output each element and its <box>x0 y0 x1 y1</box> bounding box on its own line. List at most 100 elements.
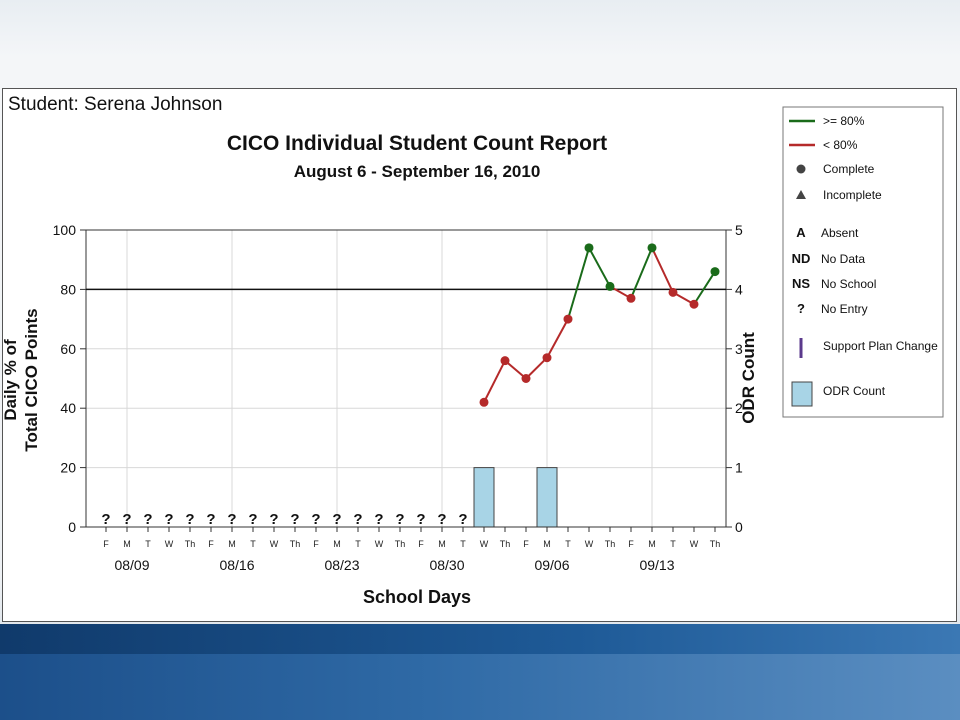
legend-label: No Entry <box>821 302 868 316</box>
legend-label: Absent <box>821 226 859 240</box>
week-label: 09/06 <box>534 557 569 573</box>
series-segment <box>504 359 527 380</box>
legend-code: ? <box>797 301 805 316</box>
odr-bar <box>473 467 495 528</box>
series-lines <box>483 247 716 403</box>
x-tick-label: F <box>313 539 319 549</box>
no-entry-marker: ? <box>437 511 446 528</box>
no-entry-marker: ? <box>332 511 341 528</box>
y2-tick-label: 1 <box>735 460 743 476</box>
x-axis-label: School Days <box>363 587 471 607</box>
x-tick-label: Th <box>290 539 301 549</box>
x-tick-label: F <box>523 539 529 549</box>
data-point <box>605 281 615 291</box>
no-entry-marker: ? <box>143 511 152 528</box>
legend-code: NS <box>792 276 810 291</box>
grid <box>86 229 726 527</box>
legend-box-swatch <box>791 381 813 407</box>
no-entry-marker: ? <box>395 511 404 528</box>
x-tick-label: W <box>585 539 594 549</box>
x-tick-label: M <box>438 539 446 549</box>
y2-tick-label: 0 <box>735 519 743 535</box>
no-entry-marker: ? <box>164 511 173 528</box>
series-segment <box>693 271 716 305</box>
no-entry-marker: ? <box>353 511 362 528</box>
y2-axis-label: ODR Count <box>739 332 758 424</box>
x-tick-label: Th <box>185 539 196 549</box>
y-tick-label: 80 <box>60 281 76 297</box>
legend-label: ODR Count <box>823 384 886 398</box>
y-axis-label-line: Total CICO Points <box>22 308 41 451</box>
y-tick-label: 60 <box>60 341 76 357</box>
x-tick-label: F <box>418 539 424 549</box>
data-point <box>479 397 489 407</box>
legend-box <box>782 106 944 418</box>
no-entry-marker: ? <box>311 511 320 528</box>
x-tick-label: Th <box>605 539 616 549</box>
x-tick-label: F <box>208 539 214 549</box>
student-name: Student: Serena Johnson <box>8 94 222 115</box>
y-tick-label: 100 <box>53 222 77 238</box>
series-segment <box>567 247 590 320</box>
no-entry-marker: ? <box>458 511 467 528</box>
x-tick-label: W <box>270 539 279 549</box>
no-entry-marker: ? <box>374 511 383 528</box>
series-segment <box>525 356 548 380</box>
x-tick-label: F <box>103 539 109 549</box>
x-tick-label: M <box>123 539 131 549</box>
no-entry-marker: ? <box>101 511 110 528</box>
no-entry-marker: ? <box>185 511 194 528</box>
x-tick-labels: F M T W Th F M T W Th F M T W Th F M T W Th F M T W Th F M T W Th 08/0… <box>103 527 720 573</box>
series-points: ?????????????????? <box>101 243 720 528</box>
x-tick-label: T <box>460 539 466 549</box>
series-segment <box>651 247 674 293</box>
series-segment <box>588 247 611 287</box>
legend-vbar-swatch <box>799 338 803 358</box>
y-tick-label: 20 <box>60 460 76 476</box>
x-tick-label: Th <box>710 539 721 549</box>
data-point <box>647 243 657 253</box>
axes: 0 20 40 60 80 100 0 1 2 3 4 5 <box>53 222 743 535</box>
data-point <box>500 356 510 366</box>
x-tick-label: Th <box>395 539 406 549</box>
legend-label: No School <box>821 277 876 291</box>
data-point <box>710 267 720 277</box>
x-tick-label: T <box>565 539 571 549</box>
no-entry-marker: ? <box>248 511 257 528</box>
y-tick-label: 40 <box>60 400 76 416</box>
x-tick-label: M <box>228 539 236 549</box>
data-point <box>521 374 531 383</box>
legend-label: Incomplete <box>823 188 882 202</box>
legend-triangle-swatch <box>796 190 806 199</box>
x-tick-label: W <box>165 539 174 549</box>
plot-frame <box>85 229 727 528</box>
x-tick-label: F <box>628 539 634 549</box>
week-label: 09/13 <box>639 557 674 573</box>
week-label: 08/23 <box>324 557 359 573</box>
x-tick-label: T <box>145 539 151 549</box>
no-entry-marker: ? <box>122 511 131 528</box>
week-label: 08/30 <box>429 557 464 573</box>
x-tick-label: T <box>355 539 361 549</box>
no-entry-marker: ? <box>416 511 425 528</box>
y-tick-label: 0 <box>68 519 76 535</box>
series-segment <box>483 360 506 403</box>
legend-label: < 80% <box>823 138 858 152</box>
no-entry-marker: ? <box>227 511 236 528</box>
legend-code: A <box>796 225 806 240</box>
y2-tick-label: 2 <box>735 400 743 416</box>
no-entry-marker: ? <box>269 511 278 528</box>
data-point <box>668 287 678 297</box>
odr-bar <box>536 467 558 528</box>
no-entry-marker: ? <box>206 511 215 528</box>
legend-label: Complete <box>823 162 875 176</box>
y2-tick-label: 5 <box>735 222 743 238</box>
data-point <box>584 243 594 253</box>
week-label: 08/09 <box>114 557 149 573</box>
x-tick-label: T <box>670 539 676 549</box>
x-tick-label: W <box>480 539 489 549</box>
legend-label: >= 80% <box>823 114 865 128</box>
data-point <box>542 353 552 363</box>
legend-label: Support Plan Change <box>823 339 938 353</box>
y-axis-label: Daily % of Total CICO Points <box>1 308 41 451</box>
